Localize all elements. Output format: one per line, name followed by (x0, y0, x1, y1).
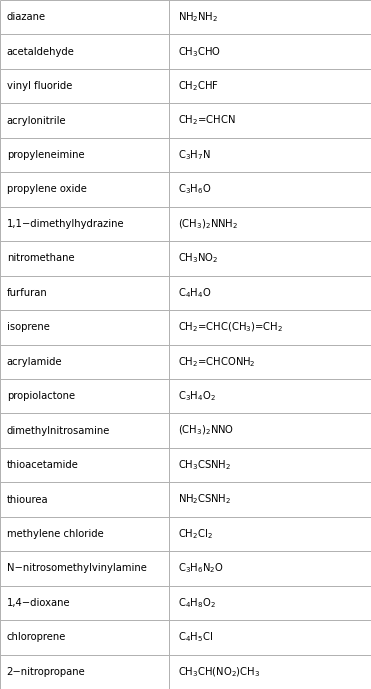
Text: N−nitrosomethylvinylamine: N−nitrosomethylvinylamine (7, 564, 147, 573)
Text: C$_3$H$_7$N: C$_3$H$_7$N (178, 148, 211, 162)
Text: NH$_2$NH$_2$: NH$_2$NH$_2$ (178, 10, 218, 24)
Text: (CH$_3$)$_2$NNH$_2$: (CH$_3$)$_2$NNH$_2$ (178, 217, 238, 231)
Text: CH$_2$=CHCN: CH$_2$=CHCN (178, 114, 236, 127)
Text: 2−nitropropane: 2−nitropropane (7, 667, 85, 677)
Text: isoprene: isoprene (7, 322, 50, 332)
Text: vinyl fluoride: vinyl fluoride (7, 81, 72, 91)
Text: nitromethane: nitromethane (7, 254, 74, 263)
Text: C$_4$H$_4$O: C$_4$H$_4$O (178, 286, 211, 300)
Text: C$_4$H$_5$Cl: C$_4$H$_5$Cl (178, 630, 213, 644)
Text: CH$_2$=CHCONH$_2$: CH$_2$=CHCONH$_2$ (178, 355, 256, 369)
Text: propyleneimine: propyleneimine (7, 150, 84, 160)
Text: acrylonitrile: acrylonitrile (7, 116, 66, 125)
Text: thioacetamide: thioacetamide (7, 460, 79, 470)
Text: 1,4−dioxane: 1,4−dioxane (7, 598, 70, 608)
Text: propiolactone: propiolactone (7, 391, 75, 401)
Text: acetaldehyde: acetaldehyde (7, 47, 75, 56)
Text: CH$_3$CSNH$_2$: CH$_3$CSNH$_2$ (178, 458, 231, 472)
Text: CH$_2$Cl$_2$: CH$_2$Cl$_2$ (178, 527, 213, 541)
Text: 1,1−dimethylhydrazine: 1,1−dimethylhydrazine (7, 219, 124, 229)
Text: CH$_3$NO$_2$: CH$_3$NO$_2$ (178, 251, 219, 265)
Text: propylene oxide: propylene oxide (7, 185, 86, 194)
Text: furfuran: furfuran (7, 288, 47, 298)
Text: CH$_3$CHO: CH$_3$CHO (178, 45, 221, 59)
Text: dimethylnitrosamine: dimethylnitrosamine (7, 426, 110, 435)
Text: C$_3$H$_6$O: C$_3$H$_6$O (178, 183, 211, 196)
Text: CH$_2$=CHC(CH$_3$)=CH$_2$: CH$_2$=CHC(CH$_3$)=CH$_2$ (178, 320, 283, 334)
Text: acrylamide: acrylamide (7, 357, 62, 367)
Text: thiourea: thiourea (7, 495, 48, 504)
Text: NH$_2$CSNH$_2$: NH$_2$CSNH$_2$ (178, 493, 231, 506)
Text: C$_4$H$_8$O$_2$: C$_4$H$_8$O$_2$ (178, 596, 216, 610)
Text: chloroprene: chloroprene (7, 633, 66, 642)
Text: C$_3$H$_4$O$_2$: C$_3$H$_4$O$_2$ (178, 389, 216, 403)
Text: (CH$_3$)$_2$NNO: (CH$_3$)$_2$NNO (178, 424, 234, 438)
Text: CH$_3$CH(NO$_2$)CH$_3$: CH$_3$CH(NO$_2$)CH$_3$ (178, 665, 260, 679)
Text: methylene chloride: methylene chloride (7, 529, 104, 539)
Text: C$_3$H$_6$N$_2$O: C$_3$H$_6$N$_2$O (178, 562, 224, 575)
Text: CH$_2$CHF: CH$_2$CHF (178, 79, 219, 93)
Text: diazane: diazane (7, 12, 46, 22)
